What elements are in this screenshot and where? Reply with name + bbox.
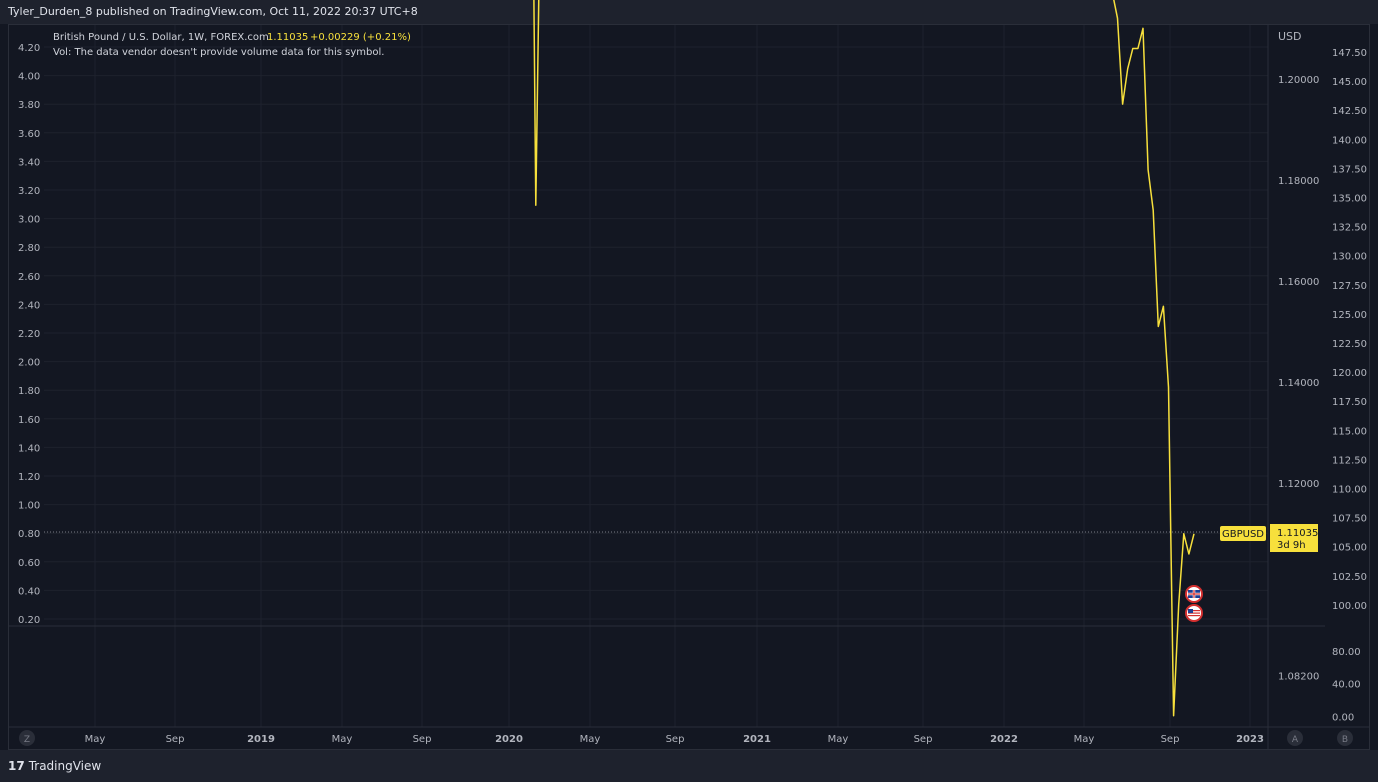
time-tick-label: 2022	[990, 734, 1018, 745]
price-tick-label: 1.16000	[1278, 277, 1319, 288]
scale2-tick-label: 120.00	[1332, 368, 1367, 379]
tradingview-mark-icon: 17	[8, 759, 25, 773]
time-axis: May Sep 2019 May Sep 2020 May Sep 2021 May Sep 2022…	[85, 734, 1264, 745]
scale2-tick-label: 132.50	[1332, 223, 1367, 234]
b-button-label: B	[1342, 735, 1348, 745]
time-tick-label: 2023	[1236, 734, 1264, 745]
currency-label: USD	[1278, 30, 1302, 43]
left-tick-label: 0.40	[18, 586, 40, 597]
auto-scale-button[interactable]: A	[1287, 730, 1303, 746]
price-tag-countdown: 3d 9h	[1277, 540, 1306, 551]
price-tag	[1270, 524, 1318, 552]
left-tick-label: 2.40	[18, 300, 40, 311]
left-tick-label: 4.00	[18, 72, 40, 83]
time-tick-label: May	[828, 734, 849, 745]
left-tick-label: 0.80	[18, 529, 40, 540]
symbol-tag-text: GBPUSD	[1222, 529, 1264, 540]
symbol-price-label: GBPUSD 1.11035 3d 9h	[1220, 524, 1318, 552]
bottom-bar: 17 TradingView	[0, 750, 1378, 782]
left-tick-label: 2.80	[18, 243, 40, 254]
time-tick-label: Sep	[166, 734, 185, 745]
legend-price: 1.11035	[267, 32, 308, 43]
left-tick-label: 2.60	[18, 272, 40, 283]
left-tick-label: 1.40	[18, 443, 40, 454]
legend-change: +0.00229 (+0.21%)	[310, 32, 411, 43]
scale2-tick-label: 130.00	[1332, 252, 1367, 263]
volume-tick-label: 0.00	[1332, 712, 1354, 723]
z-button-label: Z	[24, 735, 30, 745]
scale2-tick-label: 102.50	[1332, 572, 1367, 583]
left-tick-label: 3.40	[18, 157, 40, 168]
left-tick-label: 2.20	[18, 329, 40, 340]
time-tick-label: May	[85, 734, 106, 745]
left-tick-label: 3.20	[18, 186, 40, 197]
price-tag-value: 1.11035	[1277, 528, 1318, 539]
time-tick-label: Sep	[413, 734, 432, 745]
scale2-tick-label: 137.50	[1332, 164, 1367, 175]
left-tick-label: 1.80	[18, 386, 40, 397]
left-tick-label: 0.20	[18, 615, 40, 626]
left-tick-label: 1.20	[18, 472, 40, 483]
scale2-tick-label: 117.50	[1332, 397, 1367, 408]
time-tick-label: May	[580, 734, 601, 745]
volume-note: Vol: The data vendor doesn't provide vol…	[53, 47, 384, 58]
symbol-tag	[1220, 526, 1266, 541]
left-tick-label: 1.60	[18, 415, 40, 426]
chart-frame[interactable]	[8, 24, 1370, 750]
time-tick-label: Sep	[1161, 734, 1180, 745]
scale2-tick-label: 110.00	[1332, 485, 1367, 496]
left-tick-label: 1.00	[18, 501, 40, 512]
uk-flag-icon[interactable]	[1185, 585, 1203, 603]
time-tick-label: May	[1074, 734, 1095, 745]
scale2-tick-label: 125.00	[1332, 310, 1367, 321]
volume-tick-label: 80.00	[1332, 647, 1361, 658]
time-tick-label: Sep	[914, 734, 933, 745]
tradingview-logo[interactable]: 17 TradingView	[8, 759, 101, 773]
scale2-tick-label: 112.50	[1332, 455, 1367, 466]
scale2-tick-label: 115.00	[1332, 426, 1367, 437]
scale2-tick-label: 142.50	[1332, 106, 1367, 117]
scale2-tick-label: 107.50	[1332, 514, 1367, 525]
volume-tick-label: 40.00	[1332, 680, 1361, 691]
price-tick-label: 1.18000	[1278, 176, 1319, 187]
time-tick-label: May	[332, 734, 353, 745]
left-tick-label: 4.20	[18, 43, 40, 54]
auto-scale-label: A	[1292, 735, 1299, 745]
scale2-tick-label: 145.00	[1332, 77, 1367, 88]
price-tick-label: 1.12000	[1278, 479, 1319, 490]
left-tick-label: 2.00	[18, 358, 40, 369]
publish-info: Tyler_Durden_8 published on TradingView.…	[8, 5, 418, 18]
price-series-line	[533, 0, 1195, 717]
time-tick-label: 2019	[247, 734, 275, 745]
legend-symbol: British Pound / U.S. Dollar, 1W, FOREX.c…	[53, 32, 269, 43]
scale2-tick-label: 127.50	[1332, 281, 1367, 292]
z-button[interactable]: Z	[19, 730, 35, 746]
scale2-tick-label: 105.00	[1332, 543, 1367, 554]
top-bar: Tyler_Durden_8 published on TradingView.…	[0, 0, 1378, 24]
b-button[interactable]: B	[1337, 730, 1353, 746]
scale2-tick-label: 140.00	[1332, 135, 1367, 146]
scale2-tick-label: 100.00	[1332, 601, 1367, 612]
right-axis: 1.420001.380001.340001.320001.300001.280…	[1278, 75, 1319, 763]
scale2-tick-label: 135.00	[1332, 194, 1367, 205]
left-axis: 4.20 4.00 3.80 3.60 3.40 3.20 3.00 2.80 2.60 2.40…	[18, 43, 40, 626]
time-tick-label: 2021	[743, 734, 771, 745]
left-tick-label: 0.60	[18, 558, 40, 569]
scale2-tick-label: 122.50	[1332, 339, 1367, 350]
price-tick-label: 1.20000	[1278, 75, 1319, 86]
secondary-axis: 147.50 145.00 142.50 140.00 137.50 135.00 132.…	[1332, 48, 1367, 723]
tradingview-brand: TradingView	[28, 759, 102, 773]
left-tick-label: 3.60	[18, 129, 40, 140]
left-tick-label: 3.80	[18, 100, 40, 111]
grid	[44, 25, 1268, 727]
time-tick-label: 2020	[495, 734, 523, 745]
us-flag-icon[interactable]	[1185, 604, 1203, 622]
time-tick-label: Sep	[666, 734, 685, 745]
scale2-tick-label: 147.50	[1332, 48, 1367, 59]
price-tick-label: 1.14000	[1278, 378, 1319, 389]
price-tick-label: 1.08200	[1278, 671, 1319, 682]
left-tick-label: 3.00	[18, 215, 40, 226]
